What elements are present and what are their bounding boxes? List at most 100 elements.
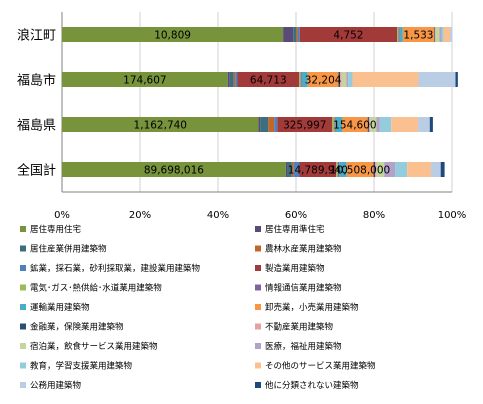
bar-segment — [235, 72, 238, 87]
bar-segment — [384, 162, 396, 177]
tick-label: 0% — [54, 210, 70, 221]
bar-segment — [237, 72, 300, 87]
bar-segment — [379, 117, 392, 132]
bar-segment — [334, 117, 336, 132]
bar-segment — [407, 162, 431, 177]
legend-swatch — [255, 362, 261, 369]
bar-segment — [260, 117, 269, 132]
legend-entry: 他に分類されない建築物 — [265, 380, 359, 391]
bar-segment — [346, 162, 374, 177]
bar-segment — [346, 72, 349, 87]
bar-segment — [341, 72, 347, 87]
legend-entry: 卸売業，小売業用建築物 — [265, 302, 359, 313]
bar-segment — [376, 117, 380, 132]
bar-segment — [299, 27, 398, 42]
bar-segment — [291, 162, 294, 177]
bar-segment — [283, 27, 294, 42]
legend-entry: 鉱業，採石業，砂利採取業，建設業用建築物 — [30, 263, 201, 274]
bar-segment — [233, 72, 236, 87]
legend-entry: 教育，学習支援業用建築物 — [30, 361, 133, 372]
bar-segment — [336, 162, 338, 177]
bar-segment — [337, 162, 340, 177]
bar-segment — [367, 117, 369, 132]
legend-entry: 不動産業用建築物 — [265, 322, 334, 333]
bar-segment — [397, 27, 399, 42]
bar-segment — [352, 72, 419, 87]
legend-entry: その他のサービス業用建築物 — [265, 361, 376, 372]
bar-segment — [373, 162, 376, 177]
tick-label: 20% — [129, 210, 151, 221]
legend-swatch — [20, 245, 26, 252]
bar-segment — [441, 27, 444, 42]
data-label: 89,698,016 — [144, 165, 204, 177]
data-label: 174,607 — [123, 75, 166, 87]
bar-segment — [335, 117, 343, 132]
category-label: 全国計 — [17, 163, 56, 179]
tick-label: 100% — [438, 210, 467, 221]
data-labels: 10,809 4,752 1,533 174,607 64,713 32,204 1,162… — [123, 30, 433, 177]
bar-segment — [434, 27, 436, 42]
bar-segment — [299, 72, 301, 87]
legend-entry: 金融業，保険業用建築物 — [30, 322, 124, 333]
legend-entry: 居住産業併用建築物 — [30, 244, 107, 255]
bar-segment — [287, 162, 292, 177]
bar-segment — [227, 72, 230, 87]
bar-segment — [268, 117, 275, 132]
data-label: 325,997 — [283, 120, 326, 132]
bar-segment — [340, 72, 342, 87]
category-label: 福島県 — [17, 119, 56, 134]
bar-segment — [229, 72, 234, 87]
legend-swatch — [20, 382, 26, 388]
data-label: 64,713 — [250, 75, 287, 87]
bar-segment — [301, 72, 308, 87]
bar-segment — [285, 162, 288, 177]
legend-entry: 製造業用建築物 — [265, 263, 325, 274]
legend-swatch — [20, 226, 26, 232]
bar-segment — [339, 162, 347, 177]
legend-entry: 医療，福祉用建築物 — [265, 341, 342, 352]
data-label: 10,809 — [154, 30, 191, 42]
bar-segment — [402, 27, 435, 42]
bar-segment — [455, 72, 458, 87]
bar-segment — [398, 27, 400, 42]
bar-segment — [375, 162, 377, 177]
legend-swatch — [20, 343, 26, 349]
legend-swatch — [20, 284, 26, 291]
bar-segment — [299, 162, 337, 177]
bar-segment — [391, 117, 419, 132]
bar-segment — [443, 27, 451, 42]
bar-segment — [62, 162, 286, 177]
data-label: 1,162,740 — [134, 120, 187, 132]
legend-entry: 情報通信業用建築物 — [265, 283, 342, 294]
x-tick-labels: 0% 20% 40% 60% 80% 100% — [54, 210, 466, 221]
category-label: 浪江町 — [17, 29, 56, 44]
bar-segment — [418, 72, 456, 87]
bar-segment — [395, 162, 408, 177]
legend-swatch — [20, 323, 26, 330]
bars — [62, 27, 458, 177]
legend-swatch — [255, 245, 261, 252]
bar-segment — [418, 117, 430, 132]
legend-swatch — [255, 226, 261, 232]
tick-label: 40% — [207, 210, 229, 221]
bar-segment — [293, 27, 297, 42]
bar-segment — [297, 27, 300, 42]
legend-swatch — [255, 284, 261, 291]
bar-segment — [62, 27, 284, 42]
bar-segment — [429, 117, 433, 132]
legend-swatch — [20, 265, 26, 271]
legend-swatch — [255, 323, 261, 330]
bar-segment — [368, 117, 371, 132]
bar-segment — [434, 27, 435, 42]
legend-swatch — [255, 304, 261, 310]
bar-segment — [274, 117, 278, 132]
bar-segment — [258, 117, 261, 132]
bar-segment — [338, 72, 341, 87]
bar-segment — [399, 27, 403, 42]
legend-entry: 宿泊業，飲食サービス業用建築物 — [30, 341, 158, 352]
category-label: 福島市 — [17, 73, 56, 89]
bar-segment — [440, 162, 445, 177]
bar-segment — [300, 72, 302, 87]
